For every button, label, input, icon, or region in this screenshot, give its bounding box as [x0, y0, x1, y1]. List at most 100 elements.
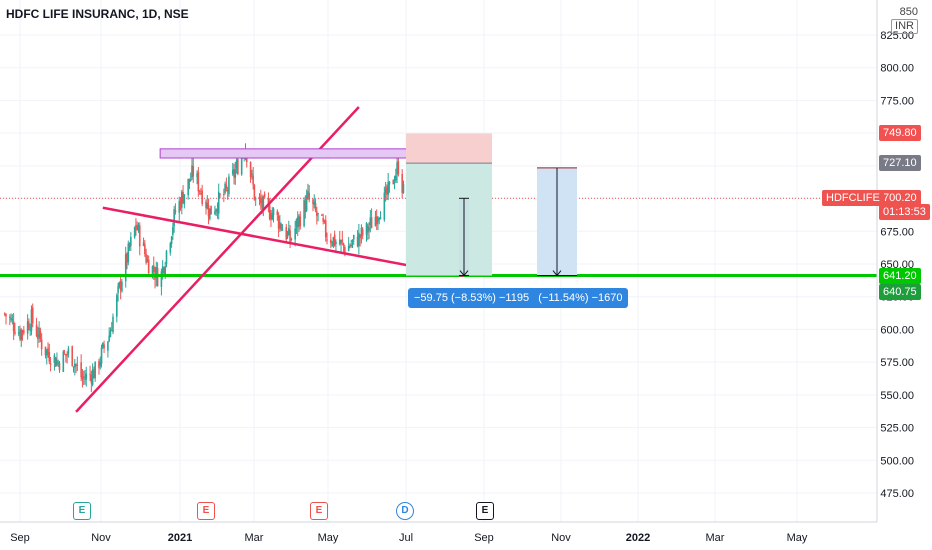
- candle-body: [365, 223, 368, 235]
- candle-body: [226, 189, 229, 192]
- candle-body: [160, 271, 163, 287]
- y-tick-label: 525.00: [880, 423, 914, 435]
- candle-body: [305, 195, 308, 211]
- candle-body: [71, 346, 74, 367]
- candle-body: [341, 239, 344, 242]
- candle-body: [298, 215, 300, 225]
- candle-body: [307, 191, 309, 196]
- event-marker[interactable]: D: [396, 502, 414, 520]
- y-tick-label: 550.00: [880, 390, 914, 402]
- candle-body: [344, 246, 346, 254]
- x-tick-label: Mar: [706, 532, 725, 544]
- candle-body: [296, 217, 299, 228]
- candle-body: [313, 201, 316, 205]
- candle-body: [326, 239, 328, 241]
- candle-body: [402, 183, 405, 194]
- candle-body: [201, 190, 203, 204]
- candle-body: [67, 348, 70, 355]
- candle-body: [286, 232, 289, 238]
- candle-body: [100, 347, 103, 364]
- candle-body: [237, 159, 239, 175]
- candle-body: [161, 266, 164, 274]
- candle-body: [271, 213, 274, 220]
- candle-body: [14, 331, 16, 334]
- candle-body: [10, 318, 12, 321]
- candle-body: [290, 238, 293, 240]
- candle-body: [85, 373, 88, 380]
- candle-body: [340, 240, 342, 244]
- stop-zone: [406, 133, 492, 164]
- candle-body: [223, 193, 225, 195]
- symbol-title: HDFC LIFE INSURANC, 1D, NSE: [6, 7, 189, 21]
- candle-body: [317, 213, 319, 215]
- candle-body: [338, 239, 341, 245]
- candle-body: [182, 192, 184, 204]
- event-marker[interactable]: E: [476, 502, 494, 520]
- candle-body: [151, 266, 154, 276]
- event-marker[interactable]: E: [73, 502, 91, 520]
- candle-body: [191, 165, 193, 178]
- event-marker[interactable]: E: [310, 502, 328, 520]
- top-price: 850: [899, 6, 918, 18]
- candle-body: [170, 236, 173, 244]
- candle-body: [94, 361, 96, 379]
- x-tick-label: Sep: [474, 532, 494, 544]
- candle-body: [323, 220, 326, 222]
- x-tick-label: 2021: [168, 532, 192, 544]
- y-tick-label: 475.00: [880, 488, 914, 500]
- candle-body: [253, 184, 256, 200]
- candle-body: [189, 179, 192, 181]
- candle-body: [53, 355, 56, 364]
- price-badge-entry: 727.10: [879, 155, 921, 172]
- candle-body: [187, 178, 189, 196]
- candle-body: [347, 245, 350, 252]
- x-tick-label: Mar: [245, 532, 264, 544]
- candle-body: [395, 175, 397, 181]
- y-tick-label: 775.00: [880, 95, 914, 107]
- currency-indicator[interactable]: 850 INR: [891, 6, 918, 34]
- candle-body: [73, 363, 76, 368]
- candle-body: [289, 230, 291, 243]
- candle-body: [57, 362, 60, 364]
- target-zone: [406, 163, 492, 276]
- candle-body: [5, 313, 7, 317]
- candle-body: [231, 169, 234, 174]
- event-marker[interactable]: E: [197, 502, 215, 520]
- x-tick-label: May: [787, 532, 808, 544]
- candle-body: [118, 282, 121, 287]
- candle-body: [165, 250, 168, 264]
- candle-body: [217, 191, 220, 214]
- candle-body: [209, 208, 211, 219]
- candle-body: [285, 227, 288, 240]
- candle-body: [259, 198, 262, 204]
- candle-body: [368, 227, 370, 231]
- candle-body: [287, 228, 290, 235]
- candle-body: [116, 295, 118, 317]
- candle-body: [396, 162, 398, 175]
- drawings[interactable]: [0, 106, 877, 413]
- candle-body: [103, 344, 105, 349]
- candle-body: [163, 267, 165, 273]
- measure-arrowhead: [459, 270, 469, 277]
- candle-body: [121, 281, 123, 292]
- candle-body: [233, 168, 235, 177]
- candle-body: [361, 229, 364, 236]
- candle-body: [110, 329, 113, 331]
- candle-body: [356, 236, 359, 247]
- symbol-badge: HDFCLIFE: [822, 190, 884, 207]
- candle-body: [322, 217, 324, 222]
- candle-body: [93, 369, 95, 379]
- candle-body: [228, 176, 230, 194]
- candle-body: [54, 357, 57, 367]
- candle-body: [102, 343, 104, 348]
- candle-body: [179, 200, 182, 209]
- candle-body: [197, 172, 200, 192]
- candle-body: [155, 266, 158, 279]
- candle-body: [331, 244, 333, 246]
- candle-body: [172, 226, 174, 236]
- candle-body: [207, 205, 210, 217]
- candle-body: [38, 328, 40, 337]
- candle-body: [252, 175, 254, 185]
- falling-trendline: [102, 206, 464, 278]
